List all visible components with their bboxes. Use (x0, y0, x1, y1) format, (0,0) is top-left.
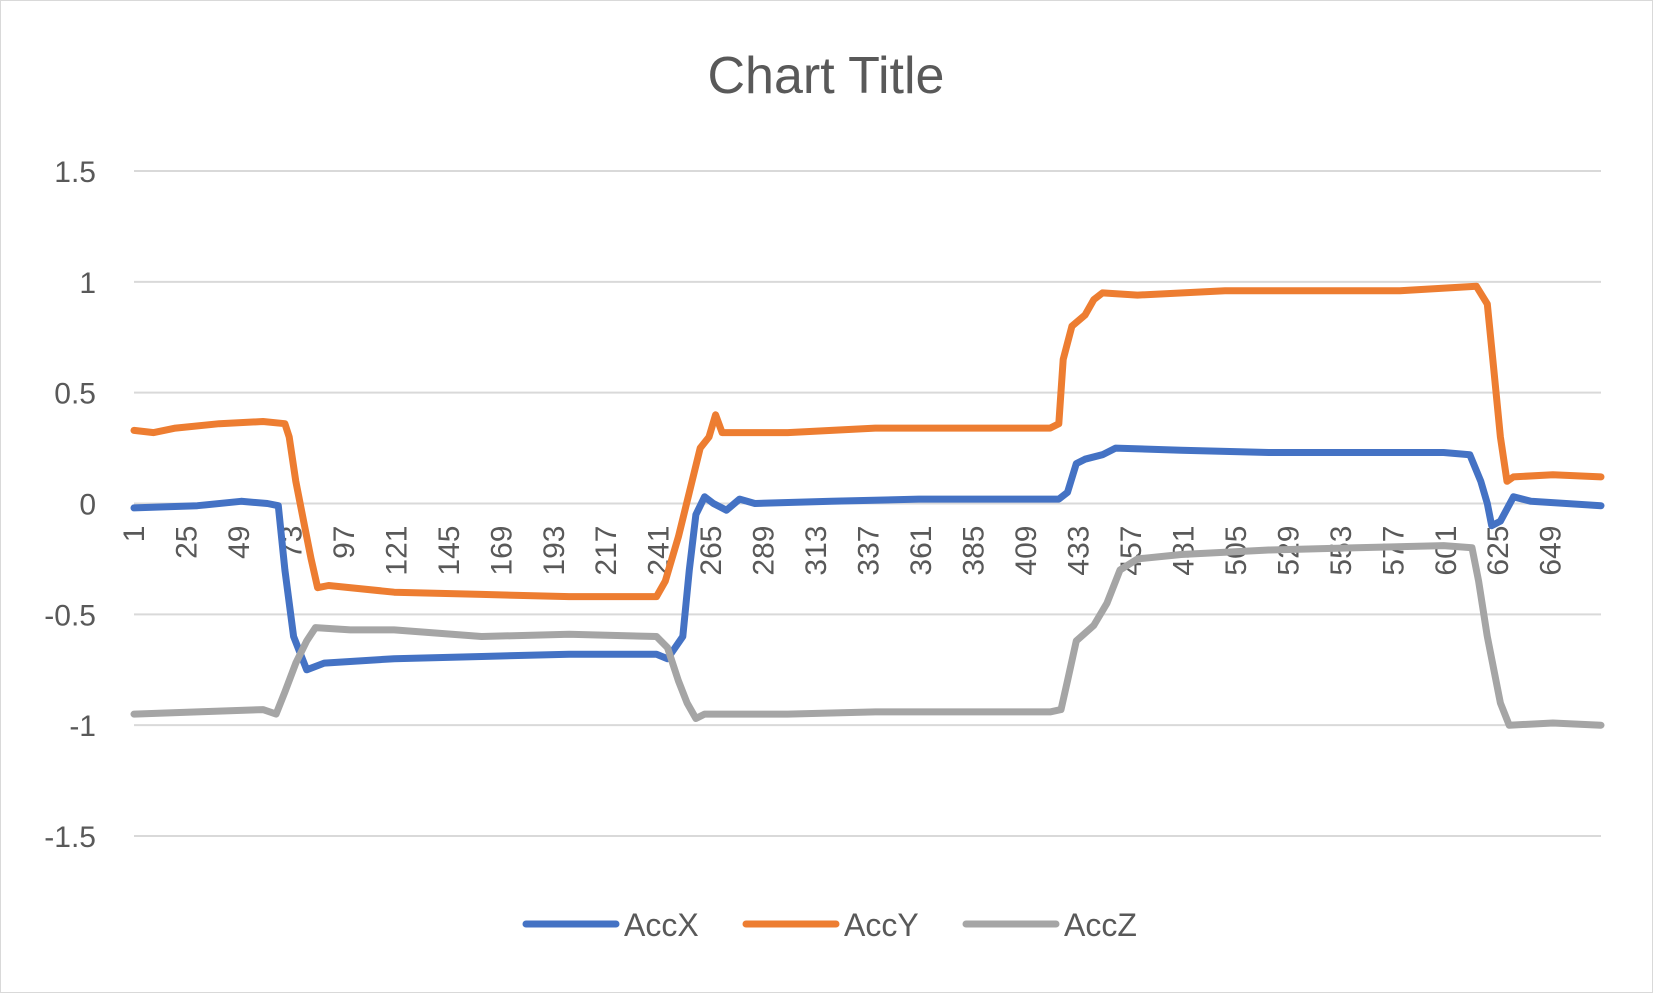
x-tick-label: 49 (223, 526, 256, 559)
series-line-accy (130, 282, 1605, 601)
x-tick-label: 289 (748, 526, 781, 576)
legend-label-accx: AccX (624, 907, 699, 943)
legend: AccX AccY AccZ (522, 907, 1137, 943)
x-tick-label: 649 (1535, 526, 1568, 576)
legend-label-accy: AccY (844, 907, 919, 943)
x-tick-label: 385 (958, 526, 991, 576)
x-tick-label: 1 (118, 526, 151, 543)
y-tick-label: -1.5 (44, 821, 96, 854)
y-tick-label: 0 (79, 489, 96, 522)
x-tick-label: 25 (170, 526, 203, 559)
y-axis-tick-labels: 1.5 1 0.5 0 -0.5 -1 -1.5 (44, 156, 96, 854)
x-tick-label: 145 (433, 526, 466, 576)
x-tick-label: 433 (1062, 526, 1095, 576)
y-tick-label: -1 (69, 710, 96, 743)
x-tick-label: 625 (1482, 526, 1515, 576)
series-line-accz (130, 542, 1605, 729)
y-tick-label: 0.5 (54, 378, 96, 411)
x-tick-label: 409 (1010, 526, 1043, 576)
x-tick-label: 601 (1430, 526, 1463, 576)
x-axis-tick-labels: 1 25 49 73 97 121 145 169 193 217 241 265 289 313 337 3… (118, 526, 1568, 576)
x-tick-label: 337 (853, 526, 886, 576)
x-tick-label: 361 (905, 526, 938, 576)
legend-label-accz: AccZ (1064, 907, 1137, 943)
y-tick-label: -0.5 (44, 599, 96, 632)
gridlines (134, 170, 1601, 837)
x-tick-label: 121 (380, 526, 413, 576)
y-tick-label: 1 (79, 267, 96, 300)
x-tick-label: 97 (328, 526, 361, 559)
chart-title: Chart Title (708, 47, 945, 105)
x-tick-label: 193 (538, 526, 571, 576)
series-lines (130, 282, 1605, 729)
x-tick-label: 217 (590, 526, 623, 576)
x-tick-label: 313 (800, 526, 833, 576)
series-line-accx (130, 444, 1605, 674)
x-tick-label: 265 (695, 526, 728, 576)
y-tick-label: 1.5 (54, 156, 96, 189)
x-tick-label: 169 (485, 526, 518, 576)
